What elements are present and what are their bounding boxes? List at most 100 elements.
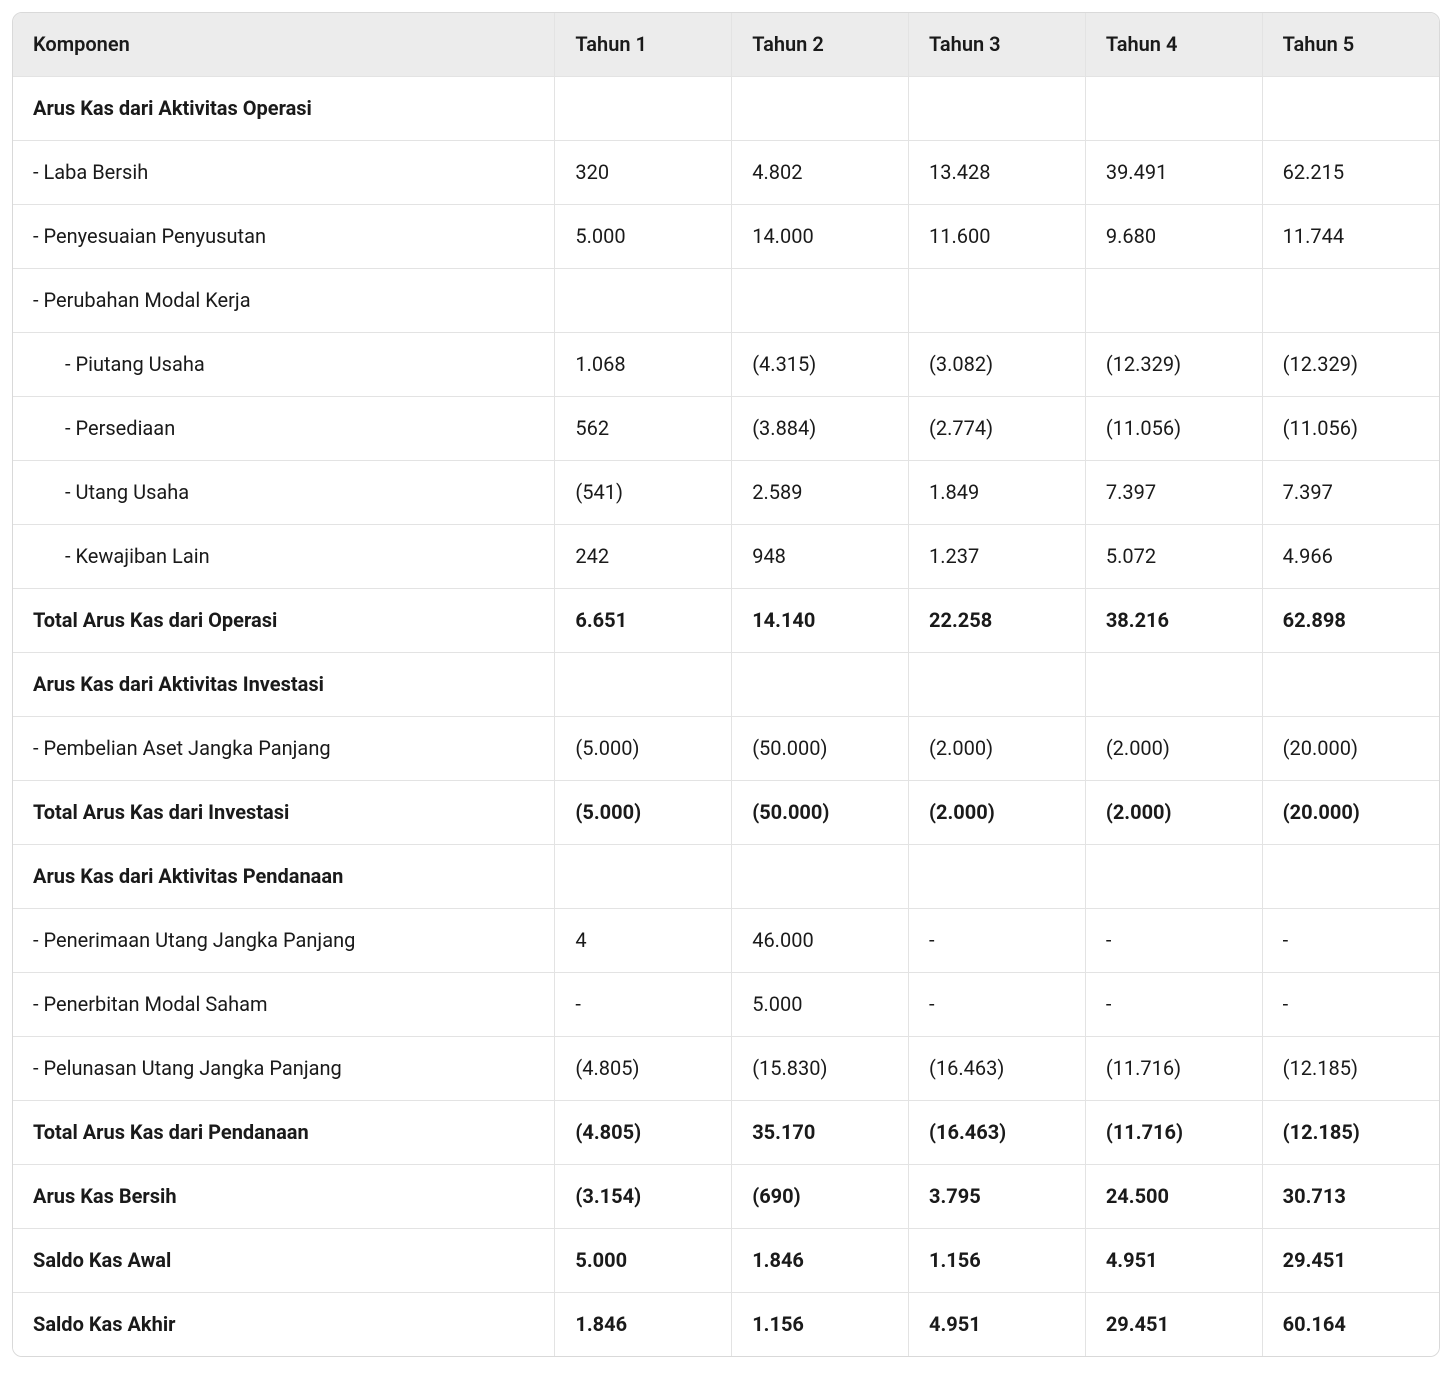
col-header-tahun-5: Tahun 5 — [1262, 13, 1439, 77]
row-label: Arus Kas dari Aktivitas Investasi — [13, 653, 555, 717]
cell-value: 13.428 — [909, 141, 1086, 205]
cell-value: 29.451 — [1085, 1293, 1262, 1357]
cell-value: (11.716) — [1085, 1101, 1262, 1165]
cell-value: 2.589 — [732, 461, 909, 525]
cell-value — [1262, 77, 1439, 141]
cell-value — [909, 653, 1086, 717]
cell-value — [1085, 845, 1262, 909]
table-row: Saldo Kas Awal5.0001.8461.1564.95129.451 — [13, 1229, 1439, 1293]
row-label: - Piutang Usaha — [13, 333, 555, 397]
cell-value: 38.216 — [1085, 589, 1262, 653]
cell-value: 29.451 — [1262, 1229, 1439, 1293]
table-row: - Piutang Usaha1.068(4.315)(3.082)(12.32… — [13, 333, 1439, 397]
col-header-tahun-4: Tahun 4 — [1085, 13, 1262, 77]
cell-value: 6.651 — [555, 589, 732, 653]
cell-value: (20.000) — [1262, 717, 1439, 781]
table-row: Total Arus Kas dari Operasi6.65114.14022… — [13, 589, 1439, 653]
col-header-komponen: Komponen — [13, 13, 555, 77]
row-label: Total Arus Kas dari Investasi — [13, 781, 555, 845]
cell-value: 9.680 — [1085, 205, 1262, 269]
cell-value: 46.000 — [732, 909, 909, 973]
row-label: - Kewajiban Lain — [13, 525, 555, 589]
table-body: Arus Kas dari Aktivitas Operasi- Laba Be… — [13, 77, 1439, 1357]
cashflow-table: Komponen Tahun 1 Tahun 2 Tahun 3 Tahun 4… — [13, 13, 1439, 1356]
cell-value — [1262, 269, 1439, 333]
cell-value: 4.966 — [1262, 525, 1439, 589]
cell-value: (16.463) — [909, 1037, 1086, 1101]
cell-value — [909, 845, 1086, 909]
row-label: Saldo Kas Akhir — [13, 1293, 555, 1357]
table-row: - Penyesuaian Penyusutan5.00014.00011.60… — [13, 205, 1439, 269]
cell-value: (12.185) — [1262, 1037, 1439, 1101]
cell-value: (541) — [555, 461, 732, 525]
cell-value: - — [1262, 909, 1439, 973]
row-label: Arus Kas dari Aktivitas Operasi — [13, 77, 555, 141]
table-row: Arus Kas dari Aktivitas Investasi — [13, 653, 1439, 717]
cell-value: (4.805) — [555, 1101, 732, 1165]
cell-value: 1.846 — [732, 1229, 909, 1293]
cell-value: 4.951 — [1085, 1229, 1262, 1293]
cell-value: 5.000 — [732, 973, 909, 1037]
cell-value: 7.397 — [1262, 461, 1439, 525]
cell-value: 11.600 — [909, 205, 1086, 269]
table-row: Saldo Kas Akhir1.8461.1564.95129.45160.1… — [13, 1293, 1439, 1357]
row-label: - Persediaan — [13, 397, 555, 461]
row-label: - Penerimaan Utang Jangka Panjang — [13, 909, 555, 973]
table-row: - Perubahan Modal Kerja — [13, 269, 1439, 333]
cell-value — [732, 845, 909, 909]
cell-value: (12.185) — [1262, 1101, 1439, 1165]
cell-value — [732, 269, 909, 333]
cell-value: (2.774) — [909, 397, 1086, 461]
table-row: - Persediaan562(3.884)(2.774)(11.056)(11… — [13, 397, 1439, 461]
col-header-tahun-2: Tahun 2 — [732, 13, 909, 77]
cell-value: - — [909, 973, 1086, 1037]
table-row: - Utang Usaha(541)2.5891.8497.3977.397 — [13, 461, 1439, 525]
cell-value — [555, 653, 732, 717]
cell-value: 62.898 — [1262, 589, 1439, 653]
cell-value — [1085, 269, 1262, 333]
table-row: - Penerbitan Modal Saham-5.000--- — [13, 973, 1439, 1037]
row-label: - Penyesuaian Penyusutan — [13, 205, 555, 269]
cell-value: 24.500 — [1085, 1165, 1262, 1229]
cell-value: 242 — [555, 525, 732, 589]
cell-value: (11.056) — [1085, 397, 1262, 461]
row-label: Arus Kas dari Aktivitas Pendanaan — [13, 845, 555, 909]
cell-value: (2.000) — [1085, 717, 1262, 781]
table-row: - Pelunasan Utang Jangka Panjang(4.805)(… — [13, 1037, 1439, 1101]
row-label: - Laba Bersih — [13, 141, 555, 205]
cell-value: 62.215 — [1262, 141, 1439, 205]
cell-value — [555, 77, 732, 141]
cell-value: - — [555, 973, 732, 1037]
cell-value: 35.170 — [732, 1101, 909, 1165]
cell-value: (2.000) — [909, 781, 1086, 845]
cell-value — [732, 653, 909, 717]
cell-value: (12.329) — [1262, 333, 1439, 397]
cell-value — [732, 77, 909, 141]
row-label: - Perubahan Modal Kerja — [13, 269, 555, 333]
cell-value: 30.713 — [1262, 1165, 1439, 1229]
cell-value: (5.000) — [555, 781, 732, 845]
cell-value: 1.068 — [555, 333, 732, 397]
row-label: - Utang Usaha — [13, 461, 555, 525]
table-row: - Penerimaan Utang Jangka Panjang446.000… — [13, 909, 1439, 973]
cell-value — [909, 269, 1086, 333]
cell-value: 1.849 — [909, 461, 1086, 525]
cell-value: (3.154) — [555, 1165, 732, 1229]
cell-value: (11.716) — [1085, 1037, 1262, 1101]
cashflow-table-container: Komponen Tahun 1 Tahun 2 Tahun 3 Tahun 4… — [12, 12, 1440, 1357]
cell-value — [1085, 77, 1262, 141]
cell-value: 22.258 — [909, 589, 1086, 653]
cell-value: 1.237 — [909, 525, 1086, 589]
table-row: - Pembelian Aset Jangka Panjang(5.000)(5… — [13, 717, 1439, 781]
cell-value: 4.802 — [732, 141, 909, 205]
cell-value: 14.000 — [732, 205, 909, 269]
cell-value — [1085, 653, 1262, 717]
cell-value: (2.000) — [909, 717, 1086, 781]
row-label: Saldo Kas Awal — [13, 1229, 555, 1293]
col-header-tahun-3: Tahun 3 — [909, 13, 1086, 77]
cell-value: 39.491 — [1085, 141, 1262, 205]
row-label: Arus Kas Bersih — [13, 1165, 555, 1229]
cell-value: - — [1085, 973, 1262, 1037]
table-row: Arus Kas dari Aktivitas Pendanaan — [13, 845, 1439, 909]
table-row: Total Arus Kas dari Pendanaan(4.805)35.1… — [13, 1101, 1439, 1165]
